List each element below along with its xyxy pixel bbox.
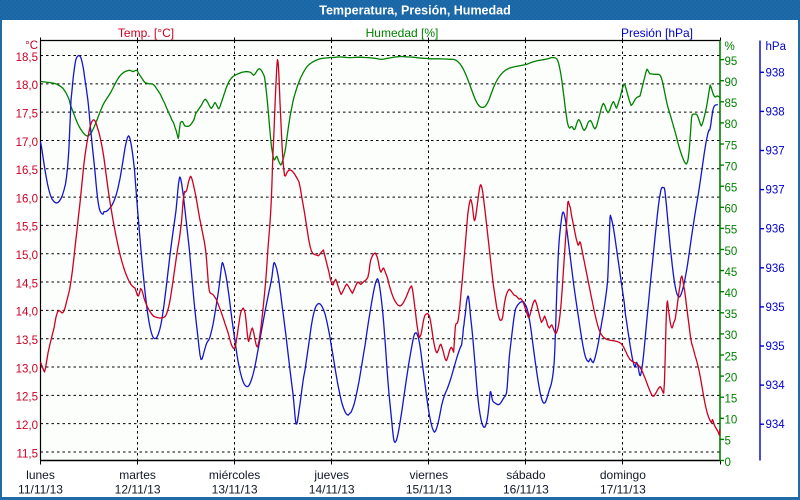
svg-text:25: 25 bbox=[725, 351, 738, 363]
svg-text:17/11/13: 17/11/13 bbox=[600, 483, 646, 497]
svg-text:936: 936 bbox=[766, 263, 785, 275]
svg-text:15,5: 15,5 bbox=[16, 222, 38, 234]
svg-text:70: 70 bbox=[725, 161, 738, 173]
svg-text:miércoles: miércoles bbox=[209, 468, 260, 482]
svg-text:lunes: lunes bbox=[26, 468, 55, 482]
svg-text:40: 40 bbox=[725, 288, 738, 300]
svg-text:Humedad [%]: Humedad [%] bbox=[366, 26, 439, 40]
svg-text:65: 65 bbox=[725, 183, 738, 195]
svg-text:13/11/13: 13/11/13 bbox=[212, 483, 258, 497]
svg-text:16/11/13: 16/11/13 bbox=[503, 483, 549, 497]
svg-text:11/11/13: 11/11/13 bbox=[18, 483, 63, 497]
svg-text:16,5: 16,5 bbox=[16, 165, 38, 177]
svg-text:50: 50 bbox=[725, 246, 738, 258]
svg-text:16,0: 16,0 bbox=[16, 193, 38, 205]
svg-text:18,5: 18,5 bbox=[16, 52, 38, 64]
svg-text:15: 15 bbox=[725, 394, 738, 406]
svg-text:domingo: domingo bbox=[600, 468, 646, 482]
svg-text:95: 95 bbox=[725, 56, 738, 68]
svg-text:85: 85 bbox=[725, 98, 738, 110]
svg-text:90: 90 bbox=[725, 77, 738, 89]
svg-text:30: 30 bbox=[725, 330, 738, 342]
svg-text:13,5: 13,5 bbox=[16, 335, 38, 347]
svg-text:55: 55 bbox=[725, 225, 738, 237]
svg-text:934: 934 bbox=[766, 419, 786, 431]
svg-text:12,0: 12,0 bbox=[16, 420, 38, 432]
svg-text:sábado: sábado bbox=[506, 468, 546, 482]
svg-text:17,0: 17,0 bbox=[16, 137, 38, 149]
svg-text:937: 937 bbox=[766, 185, 785, 197]
svg-text:934: 934 bbox=[766, 380, 786, 392]
svg-text:14,5: 14,5 bbox=[16, 278, 38, 290]
svg-text:hPa: hPa bbox=[766, 41, 787, 53]
svg-text:937: 937 bbox=[766, 146, 785, 158]
svg-text:14/11/13: 14/11/13 bbox=[309, 483, 355, 497]
svg-text:17,5: 17,5 bbox=[16, 108, 38, 120]
svg-text:martes: martes bbox=[119, 468, 156, 482]
svg-text:80: 80 bbox=[725, 119, 738, 131]
svg-text:jueves: jueves bbox=[313, 468, 349, 482]
svg-text:Temperatura, Presión, Humedad: Temperatura, Presión, Humedad bbox=[319, 4, 511, 18]
svg-text:0: 0 bbox=[725, 457, 731, 469]
svg-text:12,5: 12,5 bbox=[16, 392, 38, 404]
svg-text:5: 5 bbox=[725, 436, 731, 448]
svg-text:45: 45 bbox=[725, 267, 738, 279]
svg-text:Temp. [°C]: Temp. [°C] bbox=[118, 26, 174, 40]
svg-text:14,0: 14,0 bbox=[16, 307, 38, 319]
svg-text:15/11/13: 15/11/13 bbox=[406, 483, 452, 497]
svg-text:%: % bbox=[725, 41, 735, 53]
svg-text:35: 35 bbox=[725, 309, 738, 321]
svg-text:11,5: 11,5 bbox=[16, 448, 38, 460]
svg-text:18,0: 18,0 bbox=[16, 80, 38, 92]
svg-text:935: 935 bbox=[766, 302, 785, 314]
svg-text:938: 938 bbox=[766, 106, 785, 118]
svg-text:15,0: 15,0 bbox=[16, 250, 38, 262]
svg-text:75: 75 bbox=[725, 140, 738, 152]
svg-text:60: 60 bbox=[725, 204, 738, 216]
svg-text:°C: °C bbox=[25, 40, 38, 52]
svg-text:13,0: 13,0 bbox=[16, 363, 38, 375]
svg-text:938: 938 bbox=[766, 67, 785, 79]
svg-text:936: 936 bbox=[766, 224, 785, 236]
svg-text:viernes: viernes bbox=[409, 468, 448, 482]
svg-text:Presión [hPa]: Presión [hPa] bbox=[621, 26, 693, 40]
svg-text:935: 935 bbox=[766, 341, 785, 353]
svg-text:12/11/13: 12/11/13 bbox=[115, 483, 161, 497]
svg-text:10: 10 bbox=[725, 415, 738, 427]
svg-text:20: 20 bbox=[725, 372, 738, 384]
